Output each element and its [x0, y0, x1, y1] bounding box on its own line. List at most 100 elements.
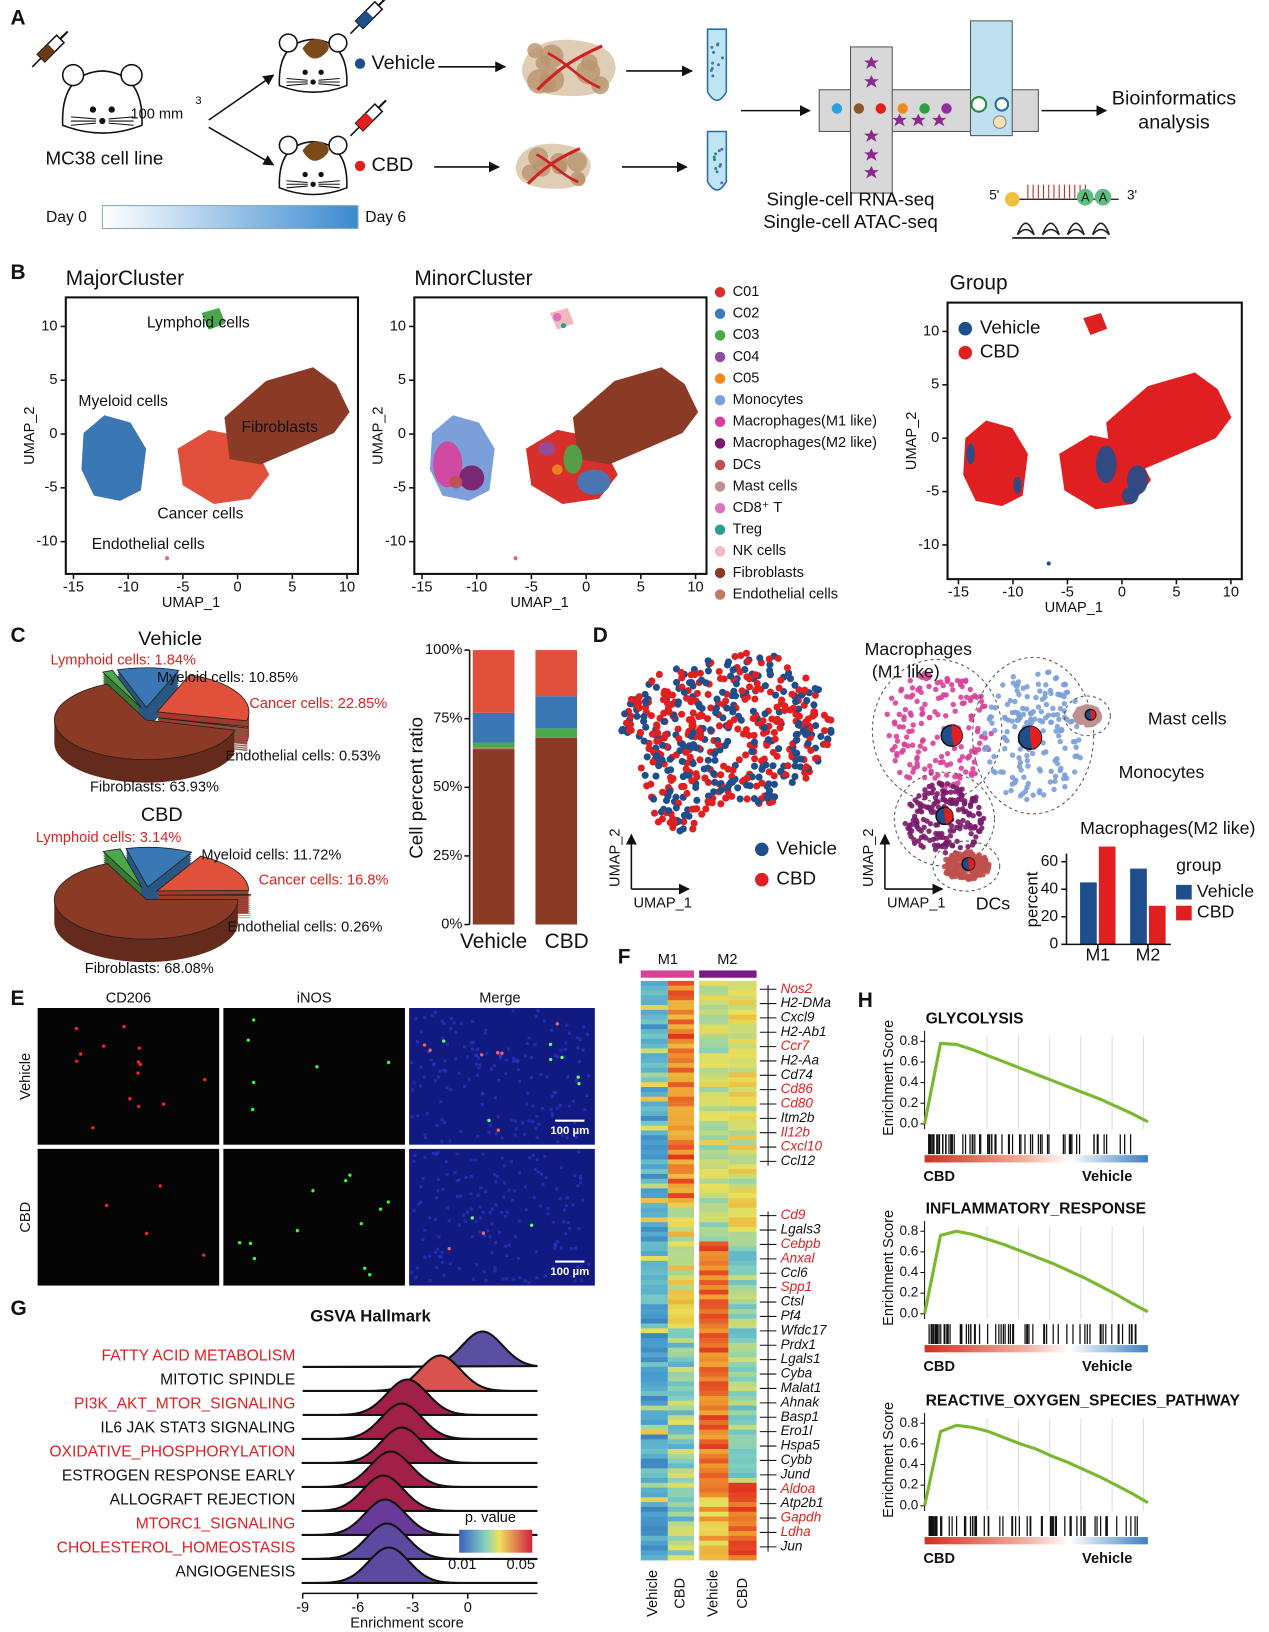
heatmap-cell — [728, 1033, 757, 1040]
heatmap-cell — [699, 1067, 729, 1073]
cell-point — [995, 693, 1002, 699]
heatmap-cell — [667, 1497, 694, 1503]
heatmap-cell — [667, 1521, 694, 1527]
plot-title: INFLAMMATORY_RESPONSE — [926, 1201, 1146, 1218]
pie-label: Fibroblasts: 63.93% — [90, 780, 219, 796]
heatmap-cell — [667, 1246, 694, 1252]
cell-point — [672, 804, 680, 812]
signal — [368, 1273, 372, 1277]
heatmap-cell — [728, 1463, 757, 1469]
nucleus — [475, 1062, 479, 1066]
heatmap-cell — [699, 1009, 729, 1016]
plot-frame — [64, 296, 360, 575]
heatmap-cell — [640, 1260, 668, 1267]
heatmap-cell — [640, 1333, 668, 1339]
cell-point — [817, 732, 825, 741]
cell-point — [770, 728, 778, 737]
x-axis-label: UMAP_1 — [162, 595, 220, 611]
y-tick-label: ANGIOGENESIS — [175, 1564, 295, 1581]
y-tick-label: MITOTIC SPINDLE — [160, 1372, 295, 1389]
heatmap-cell — [667, 1159, 694, 1165]
nucleus — [525, 1041, 529, 1046]
nucleus — [513, 1133, 517, 1137]
heatmap-cell — [699, 1222, 729, 1228]
cell-point — [988, 704, 995, 710]
cell-point — [1000, 682, 1006, 688]
cell-point — [1056, 733, 1062, 739]
cell-point — [693, 796, 701, 804]
cell-point — [774, 654, 782, 662]
heatmap-cell — [640, 1487, 668, 1493]
legend-title: group — [1176, 855, 1221, 875]
nucleus — [550, 1113, 554, 1117]
cell-point — [1062, 745, 1068, 751]
cell-point — [932, 757, 939, 764]
heatmap-cell — [667, 1082, 694, 1088]
cell-point — [968, 713, 975, 719]
syringe-needle — [349, 126, 360, 137]
heatmap-cell — [728, 1144, 757, 1151]
cell-point — [749, 707, 757, 715]
heatmap-cell — [667, 985, 694, 991]
cell-point — [922, 787, 928, 793]
cell-point — [973, 868, 979, 875]
group-pie — [1029, 726, 1042, 749]
cell-point — [1062, 783, 1068, 790]
cell-point — [677, 668, 685, 677]
cell-point — [1016, 763, 1023, 770]
cell-point — [652, 772, 660, 780]
cell-point — [979, 703, 986, 710]
pie-slice — [125, 846, 193, 888]
nucleus — [576, 1265, 580, 1269]
heatmap-cell — [640, 1313, 668, 1320]
cluster — [81, 415, 147, 501]
group-pie — [968, 857, 975, 871]
heatmap-cell — [699, 1120, 729, 1127]
heatmap-cell — [728, 1347, 757, 1353]
gene-label: Cybb — [781, 1452, 813, 1467]
heatmap-cell — [640, 985, 668, 991]
gene-label: Nos2 — [781, 981, 813, 996]
signal — [136, 1071, 140, 1075]
heatmap-cell — [640, 1265, 668, 1271]
signal — [422, 1043, 427, 1047]
nucleus — [574, 1130, 578, 1134]
cell-point — [1004, 728, 1010, 735]
cell-point — [902, 820, 908, 827]
cell-point — [957, 874, 964, 881]
cell-point — [678, 710, 686, 718]
heatmap-cell — [699, 1420, 729, 1426]
mouse-nose — [310, 79, 316, 85]
nucleus — [483, 1031, 487, 1035]
heatmap-cell — [640, 1019, 668, 1025]
cell-point — [792, 698, 800, 706]
heatmap-cell — [640, 1130, 668, 1136]
cell-point — [934, 791, 940, 797]
heatmap-cell — [699, 1193, 729, 1199]
nucleus — [537, 1122, 541, 1126]
x-tick-label: M1 — [1085, 945, 1110, 965]
nucleus — [511, 1059, 516, 1063]
heatmap-cell — [728, 1231, 757, 1238]
cluster-outline — [1063, 695, 1111, 737]
label: analysis — [1138, 111, 1210, 133]
cell-point — [773, 703, 781, 711]
cell-point — [783, 664, 791, 672]
legend-label: CD8⁺ T — [733, 500, 783, 516]
nucleus — [426, 1050, 430, 1054]
tumor — [302, 141, 329, 161]
nucleus — [552, 1246, 557, 1250]
heatmap-cell — [640, 1091, 668, 1098]
plot-title: REACTIVE_OXYGEN_SPECIES_PATHWAY — [926, 1393, 1241, 1410]
heatmap-cell — [699, 1000, 729, 1006]
cell-point — [897, 769, 903, 776]
group-pie — [944, 807, 953, 825]
heatmap-cell — [699, 1294, 729, 1300]
heatmap-cell — [667, 1415, 694, 1421]
heatmap-cell — [728, 1140, 757, 1146]
cell-point — [751, 671, 760, 679]
nucleus — [434, 1152, 438, 1156]
cell-point — [1047, 779, 1054, 785]
nucleus — [500, 1136, 504, 1140]
heatmap-cell — [728, 1082, 757, 1088]
